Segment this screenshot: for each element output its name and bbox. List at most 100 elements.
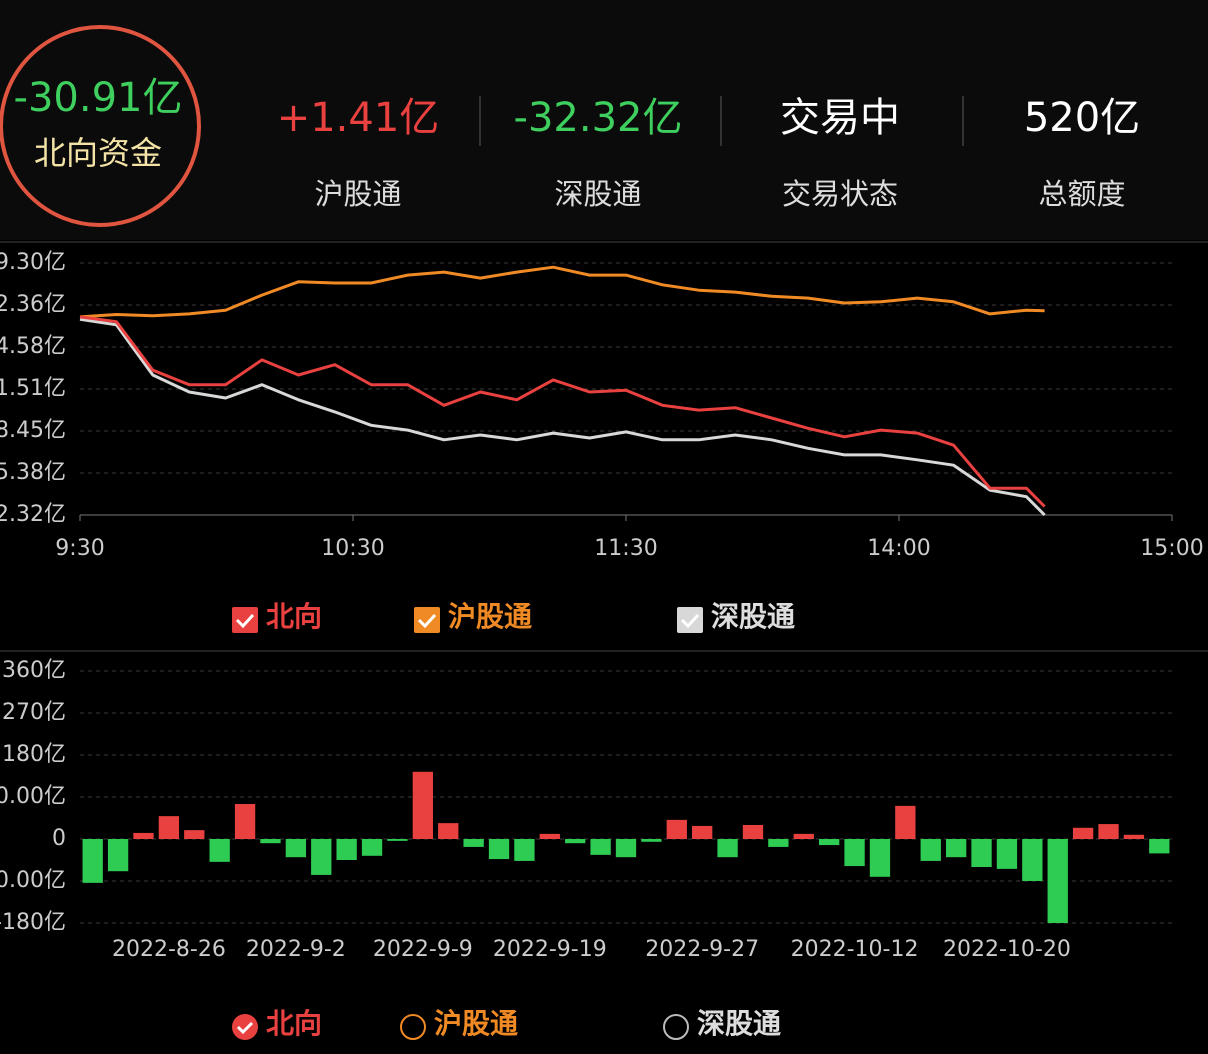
y-tick-label: -90.00亿 <box>0 868 66 893</box>
net-flow-value: -30.91亿 <box>14 75 183 121</box>
bar <box>311 839 332 875</box>
legend-checkbox[interactable] <box>232 607 258 633</box>
bar <box>895 805 916 839</box>
bar <box>666 819 687 839</box>
y-tick-label: 180亿 <box>2 742 66 767</box>
bar <box>412 771 433 839</box>
legend-check[interactable] <box>680 613 700 629</box>
x-tick-label: 11:30 <box>594 536 657 561</box>
stat-label: 交易状态 <box>782 177 898 211</box>
header-panel <box>0 0 1208 240</box>
legend-label[interactable]: 沪股通 <box>448 600 532 633</box>
net-flow-label: 北向资金 <box>34 134 162 172</box>
bar <box>692 825 713 839</box>
y-tick-label: -11.51亿 <box>0 376 66 401</box>
bar <box>565 839 586 844</box>
x-tick-label: 15:00 <box>1140 536 1203 561</box>
bar <box>1022 839 1043 881</box>
x-tick-label: 2022-10-20 <box>943 937 1071 962</box>
bar <box>742 825 764 839</box>
bar <box>488 839 510 860</box>
y-tick-label: 2.36亿 <box>0 292 66 317</box>
y-tick-label: 360亿 <box>2 658 66 683</box>
y-tick-label: -25.38亿 <box>0 460 66 485</box>
bar <box>819 839 840 846</box>
stat-value: +1.41亿 <box>277 95 440 141</box>
bar <box>82 839 103 883</box>
bar <box>920 839 941 861</box>
bar <box>184 830 205 839</box>
x-tick-label: 10:30 <box>321 536 384 561</box>
bar <box>844 839 865 867</box>
bar <box>945 839 967 858</box>
bar <box>971 839 992 867</box>
x-tick-label: 2022-9-27 <box>645 937 759 962</box>
bar <box>133 832 154 839</box>
bar <box>1123 834 1145 839</box>
legend-label[interactable]: 沪股通 <box>434 1007 518 1040</box>
bar <box>209 839 230 862</box>
x-tick-label: 2022-9-9 <box>373 937 473 962</box>
y-tick-label: -180亿 <box>0 910 66 935</box>
y-tick-label: -32.32亿 <box>0 502 66 527</box>
stat-value: 520亿 <box>1024 95 1140 141</box>
summary-ring <box>0 25 201 227</box>
x-tick-label: 2022-10-12 <box>791 937 919 962</box>
bar <box>463 839 484 847</box>
bar <box>1072 827 1094 839</box>
bar <box>590 839 611 855</box>
bar <box>641 839 662 842</box>
bar <box>1047 839 1068 923</box>
series-line <box>79 265 1045 319</box>
stat-value: 交易中 <box>780 95 900 141</box>
y-tick-label: 0 <box>52 826 66 851</box>
bar <box>768 839 789 847</box>
legend-radio[interactable] <box>400 1014 426 1040</box>
bar <box>438 823 459 839</box>
legend-checkbox[interactable] <box>677 607 703 633</box>
legend-label[interactable]: 深股通 <box>711 600 795 633</box>
bar <box>285 839 307 858</box>
y-tick-label: -18.45亿 <box>0 418 66 443</box>
legend-radio[interactable] <box>232 1014 258 1040</box>
stat-value: -32.32亿 <box>514 95 683 141</box>
bar <box>793 833 814 839</box>
bar <box>615 839 637 858</box>
bar <box>336 839 357 860</box>
series-line <box>79 315 1046 508</box>
x-tick-label: 2022-9-19 <box>493 937 607 962</box>
legend-check[interactable] <box>236 1021 254 1035</box>
bar <box>539 833 560 839</box>
legend-label[interactable]: 北向 <box>266 1007 322 1040</box>
bar <box>158 816 180 839</box>
bar <box>107 839 129 872</box>
x-tick-label: 2022-8-26 <box>112 937 226 962</box>
legend-check[interactable] <box>417 613 437 629</box>
x-tick-label: 14:00 <box>867 536 930 561</box>
legend-checkbox[interactable] <box>414 607 440 633</box>
bar <box>387 839 408 841</box>
x-tick-label: 2022-9-2 <box>246 937 346 962</box>
y-tick-label: 270亿 <box>2 700 66 725</box>
y-tick-label: 9.30亿 <box>0 250 66 275</box>
series-line <box>79 317 1046 517</box>
x-tick-label: 9:30 <box>55 536 104 561</box>
y-tick-label: 90.00亿 <box>0 784 66 809</box>
y-tick-label: -4.58亿 <box>0 334 66 359</box>
bar <box>260 839 281 844</box>
legend-check[interactable] <box>235 613 255 629</box>
bar <box>514 839 535 861</box>
stat-label: 总额度 <box>1038 177 1125 211</box>
legend-label[interactable]: 北向 <box>266 600 322 633</box>
bar <box>996 839 1018 869</box>
bar <box>869 839 891 877</box>
legend-radio[interactable] <box>663 1014 689 1040</box>
bar <box>234 804 256 839</box>
bar <box>361 839 383 856</box>
bar <box>1098 824 1119 839</box>
stat-label: 沪股通 <box>314 177 401 211</box>
bar <box>717 839 738 858</box>
legend-label[interactable]: 深股通 <box>697 1007 781 1040</box>
